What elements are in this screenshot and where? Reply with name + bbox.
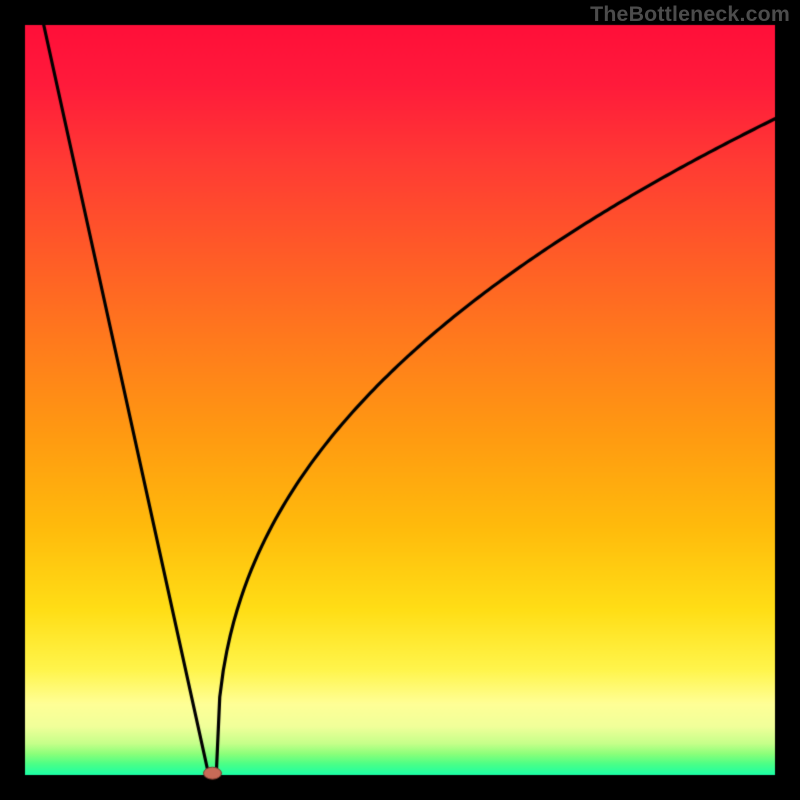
watermark-text: TheBottleneck.com bbox=[590, 2, 790, 27]
bottleneck-chart-canvas bbox=[0, 0, 800, 800]
